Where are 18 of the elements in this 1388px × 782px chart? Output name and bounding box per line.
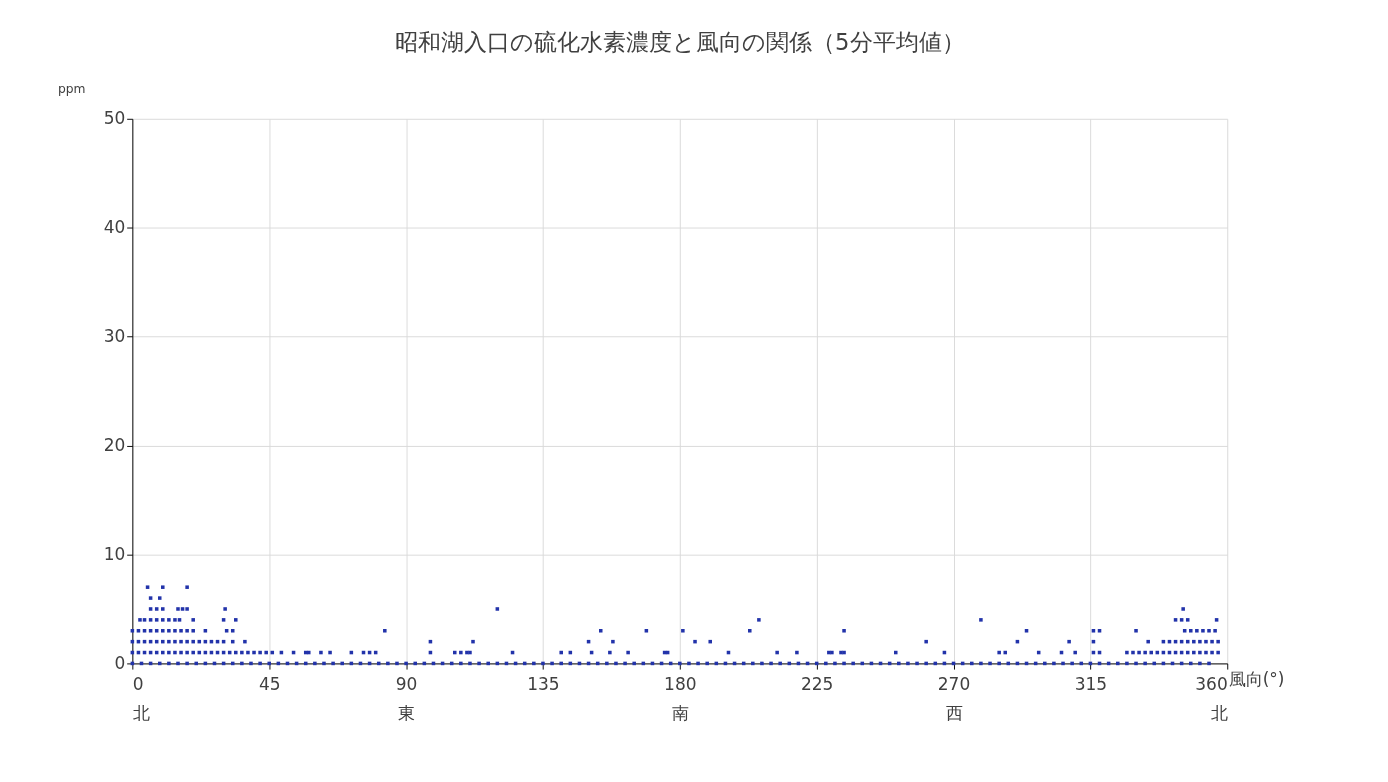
- y-tick-label: 0: [114, 652, 126, 673]
- x-tick-label: 45: [258, 674, 281, 695]
- x-tick-label: 90 東: [395, 674, 418, 723]
- y-tick-label: 20: [103, 434, 126, 455]
- y-axis-title: ppm: [58, 81, 86, 96]
- x-tick-label: 135: [527, 674, 560, 695]
- x-tick-label: 315: [1074, 674, 1108, 695]
- x-tick-label: 180 南: [664, 674, 697, 723]
- chart-title: 昭和湖入口の硫化水素濃度と風向の関係（5分平均値）: [395, 28, 965, 55]
- x-axis-title: 風向(°): [1228, 668, 1285, 689]
- y-tick-label: 30: [103, 325, 126, 346]
- x-tick-label: 270 西: [937, 674, 971, 723]
- x-tick-label: 225: [800, 674, 834, 695]
- x-tick-label: 0 北: [132, 674, 150, 723]
- y-tick-label: 40: [103, 216, 126, 237]
- x-tick-label: 360 北: [1195, 674, 1228, 723]
- y-tick-label: 50: [103, 108, 126, 129]
- y-tick-label: 10: [103, 543, 126, 564]
